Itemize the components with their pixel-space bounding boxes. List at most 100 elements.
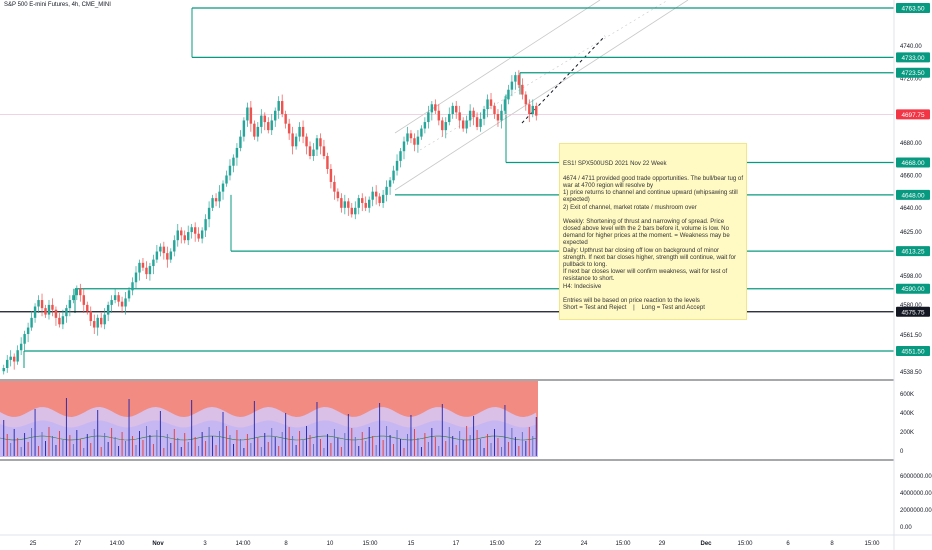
candle-body [190,227,193,233]
time-tick: 25 [30,541,37,547]
level-label: 4697.75 [901,112,925,119]
candle-body [113,295,117,301]
candle-body [392,170,395,181]
candle-body [312,149,315,157]
candle-body [239,136,242,148]
candle-body [475,117,479,127]
candle-body [364,202,367,208]
candle-body [347,201,350,208]
candle-body [458,112,461,121]
volume-tick: 0 [900,449,904,455]
note-line [563,168,743,175]
level-label: 4733.00 [901,55,925,62]
candle-body [103,314,106,325]
candle-body [180,230,183,236]
candle-body [361,198,364,203]
candle-body [479,118,482,127]
candle-body [197,233,200,239]
volume-tick: 400K [900,411,914,417]
candle-body [287,123,291,134]
candle-body [51,304,54,310]
candle-body [6,359,9,368]
candle-body [441,120,444,131]
candle-body [19,343,23,351]
level-label-box [896,346,930,357]
candle-body [427,112,430,123]
candle-body [517,75,521,85]
candle-body [333,181,336,192]
candle-body [124,298,127,307]
candle-body [270,120,273,131]
time-tick: 8 [830,541,834,547]
note-line: 2) Exit of channel, market rotate / mush… [563,203,697,211]
volume-average [0,435,537,441]
candle-body [253,123,256,137]
note-line: Weekly: Shortening of thrust and narrowi… [563,217,732,247]
candle-body [159,246,162,252]
volume-pane: 600K 400K 200K 0 6000000.00 4000000.00 2000000… [0,379,932,531]
note-line: If next bar closes lower will confirm we… [563,268,729,283]
candle-body [211,198,214,208]
candle-body [280,101,284,114]
candle-body [193,227,197,234]
time-tick: 15:00 [864,541,880,547]
candle-body [277,101,280,111]
level-label-box [896,67,930,78]
channel-mid [419,0,669,151]
indicator-tick: 2000000.00 [900,508,932,514]
price-tick: 4598.00 [900,274,922,280]
level-label-box [896,283,930,294]
candle-body [493,105,496,114]
candle-body [96,317,99,328]
candle-body [350,207,354,215]
candle-body [141,262,145,268]
candle-body [503,99,507,111]
time-tick: 22 [535,541,542,547]
note-line: H4: Indecisive [563,282,602,290]
candle-body [218,191,221,202]
note-line: Daily: Upthrust bar closing off low on b… [563,246,738,268]
note-line [563,290,743,297]
candle-body [176,230,179,241]
candle-body [82,295,86,305]
candle-body [402,141,406,152]
level-label: 4723.50 [901,70,925,77]
candle-body [454,105,458,113]
note-line [563,211,743,218]
candle-body [200,230,204,239]
candle-body [367,199,371,208]
candle-body [65,308,68,317]
candle-body [58,317,61,325]
candles [2,70,538,375]
candle-body [482,109,486,119]
level-label-box [896,157,930,168]
indicator-tick: 6000000.00 [900,474,932,480]
channel-lower [394,0,689,191]
candle-body [23,334,26,344]
candle-body [228,165,232,176]
candle-body [322,146,326,157]
candle-body [134,272,138,283]
candle-body [186,232,190,241]
candle-body [54,309,58,318]
note-line: 4674 / 4711 provided good trade opportun… [563,174,745,189]
note-line: 1) price returns to channel and continue… [563,189,740,204]
candle-body [155,251,159,260]
note-line [563,311,743,318]
candle-body [2,368,5,372]
price-tick: 4625.00 [900,230,922,236]
candle-body [204,219,207,231]
candle-body [535,105,538,116]
candle-body [409,133,413,139]
analysis-note[interactable]: ES1! SPX500USD 2021 Nov 22 Week 4674 / 4… [559,143,747,320]
candle-body [256,126,260,137]
candle-body [340,198,343,208]
candle-body [329,168,333,182]
note-line: Entries will be based on price reaction … [563,296,700,304]
candle-body [399,151,402,161]
candle-body [242,120,246,137]
candle-body [117,295,120,302]
candle-body [26,327,30,335]
